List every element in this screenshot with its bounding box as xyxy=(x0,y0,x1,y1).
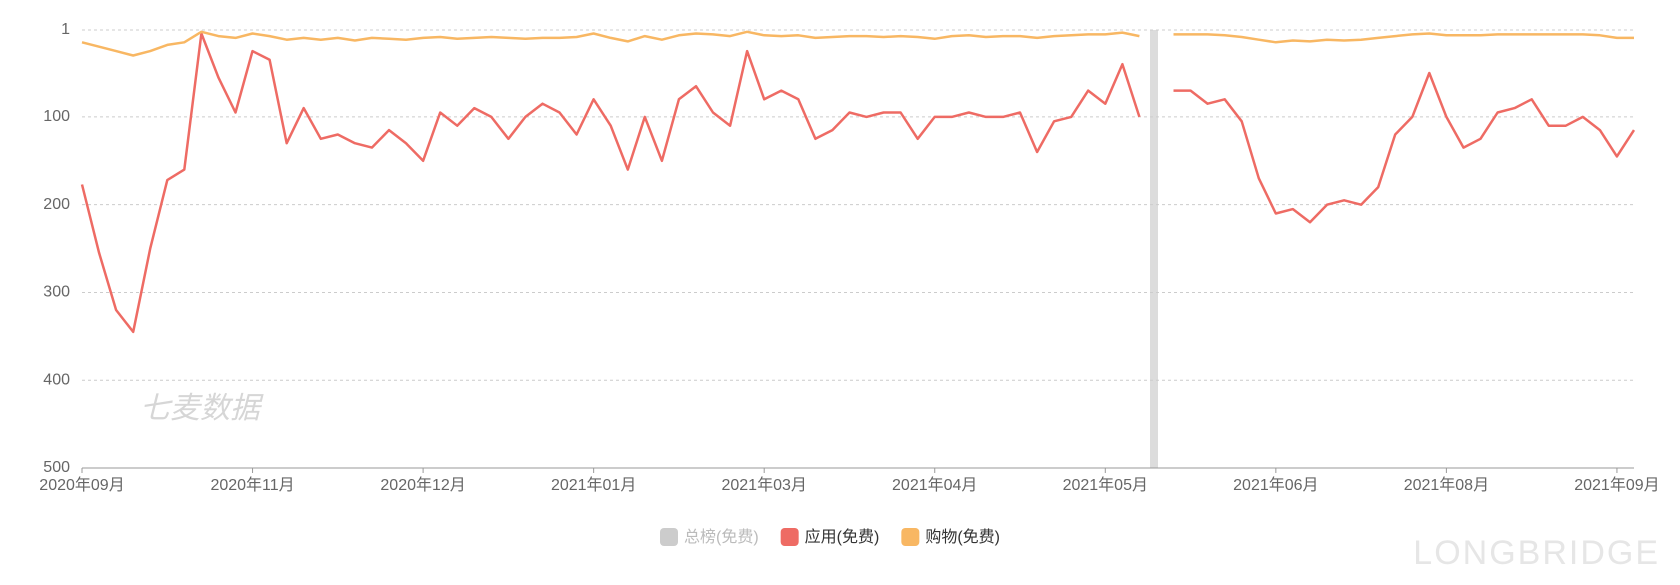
y-tick-label: 500 xyxy=(43,459,70,476)
legend-swatch xyxy=(660,528,678,546)
y-tick-label: 1 xyxy=(61,21,70,38)
x-tick-label: 2021年04月 xyxy=(892,476,977,494)
x-tick-label: 2021年08月 xyxy=(1404,476,1489,494)
line-series xyxy=(80,32,1636,334)
x-tick-label: 2021年06月 xyxy=(1233,476,1318,494)
x-tick-label: 2021年05月 xyxy=(1063,476,1148,494)
y-tick-label: 100 xyxy=(43,108,70,125)
highlight-band xyxy=(1150,30,1158,468)
legend-item[interactable]: 应用(免费) xyxy=(780,527,880,546)
x-tick-label: 2021年01月 xyxy=(551,476,636,494)
legend-swatch xyxy=(901,528,920,546)
y-tick-label: 300 xyxy=(43,284,70,301)
legend-label: 购物(免费) xyxy=(925,528,1000,546)
brand-watermark: LONGBRIDGE xyxy=(1413,534,1660,572)
x-tick-label: 2020年09月 xyxy=(39,476,124,494)
y-tick-label: 400 xyxy=(43,371,70,388)
x-tick-label: 2020年12月 xyxy=(380,476,465,494)
legend-label: 总榜(免费) xyxy=(684,528,759,546)
legend-swatch xyxy=(780,528,799,546)
legend-label: 应用(免费) xyxy=(805,527,880,546)
watermark: 七麦数据 xyxy=(140,392,264,425)
x-tick-label: 2021年03月 xyxy=(721,476,806,494)
x-tick-label: 2020年11月 xyxy=(210,476,294,494)
y-tick-label: 200 xyxy=(43,196,70,213)
line-series xyxy=(81,30,1634,57)
x-tick-label: 2021年09月 xyxy=(1574,476,1659,494)
legend-item[interactable]: 购物(免费) xyxy=(901,528,1000,546)
legend-item[interactable]: 总榜(免费) xyxy=(660,528,759,546)
